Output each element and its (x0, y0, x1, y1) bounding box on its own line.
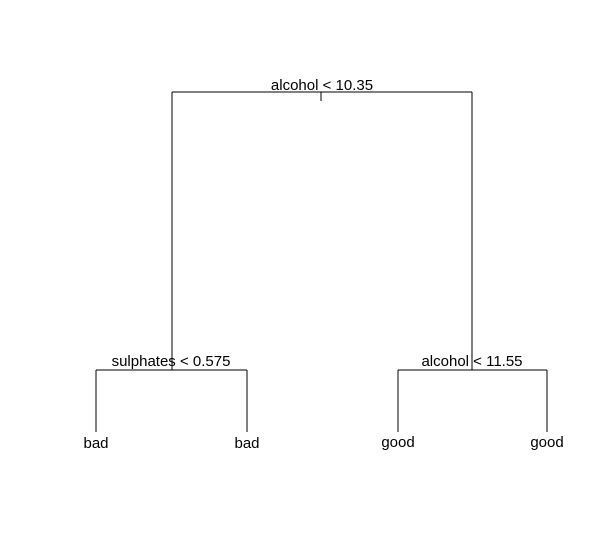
split-node-left: sulphates < 0.575 (95, 353, 248, 432)
right-split-label: alcohol < 11.55 (421, 353, 522, 370)
split-node-root: alcohol < 10.35 (171, 77, 473, 370)
leaf-label: bad (83, 435, 108, 452)
leaf-label: good (381, 434, 414, 451)
leaf-label: good (530, 434, 563, 451)
left-split-label: sulphates < 0.575 (112, 353, 231, 370)
root-split-label: alcohol < 10.35 (271, 77, 373, 94)
split-node-right: alcohol < 11.55 (397, 353, 548, 432)
leaf-label: bad (234, 435, 259, 452)
